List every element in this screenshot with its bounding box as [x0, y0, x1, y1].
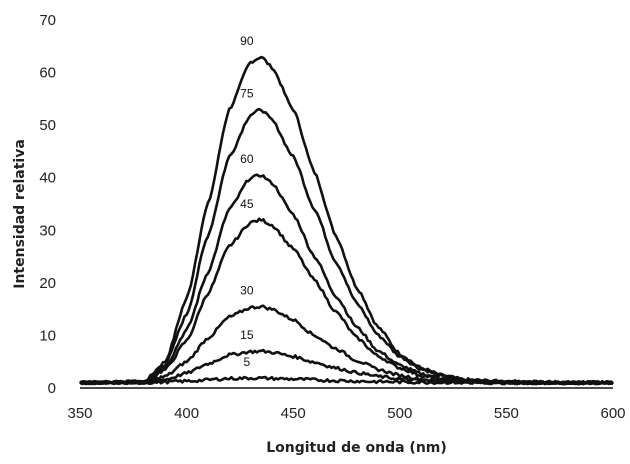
y-tick-label: 30	[39, 222, 56, 239]
series-line-45	[79, 217, 614, 386]
y-tick-label: 10	[39, 327, 56, 344]
curve-label-45: 45	[240, 197, 254, 211]
x-tick-label: 500	[387, 405, 412, 422]
y-axis-title: Intensidad relativa	[12, 139, 28, 289]
x-tick-labels: 350 400 450 500 550 600	[67, 405, 625, 422]
y-tick-label: 40	[39, 170, 56, 187]
curve-label-5: 5	[243, 355, 250, 369]
y-tick-labels: 0 10 20 30 40 50 60 70	[39, 12, 56, 397]
series-group	[79, 55, 614, 386]
x-tick-label: 600	[600, 405, 625, 422]
x-tick-label: 400	[174, 405, 199, 422]
curve-label-15: 15	[240, 328, 254, 342]
curve-label-60: 60	[240, 152, 254, 166]
y-tick-label: 60	[39, 65, 56, 82]
series-line-90	[79, 55, 614, 386]
curve-label-30: 30	[240, 284, 254, 298]
x-tick-label: 450	[281, 405, 306, 422]
y-tick-label: 70	[39, 12, 56, 29]
series-line-75	[79, 107, 614, 386]
curve-labels: 90 75 60 45 30 15 5	[240, 34, 254, 369]
x-tick-label: 350	[67, 405, 92, 422]
x-axis-title: Longitud de onda (nm)	[266, 440, 447, 456]
curve-label-75: 75	[240, 86, 254, 100]
y-tick-label: 0	[48, 380, 56, 397]
x-tick-label: 550	[494, 405, 519, 422]
y-tick-label: 50	[39, 117, 56, 134]
y-tick-label: 20	[39, 275, 56, 292]
series-line-5	[79, 375, 614, 386]
curve-label-90: 90	[240, 34, 254, 48]
series-line-60	[79, 173, 614, 386]
